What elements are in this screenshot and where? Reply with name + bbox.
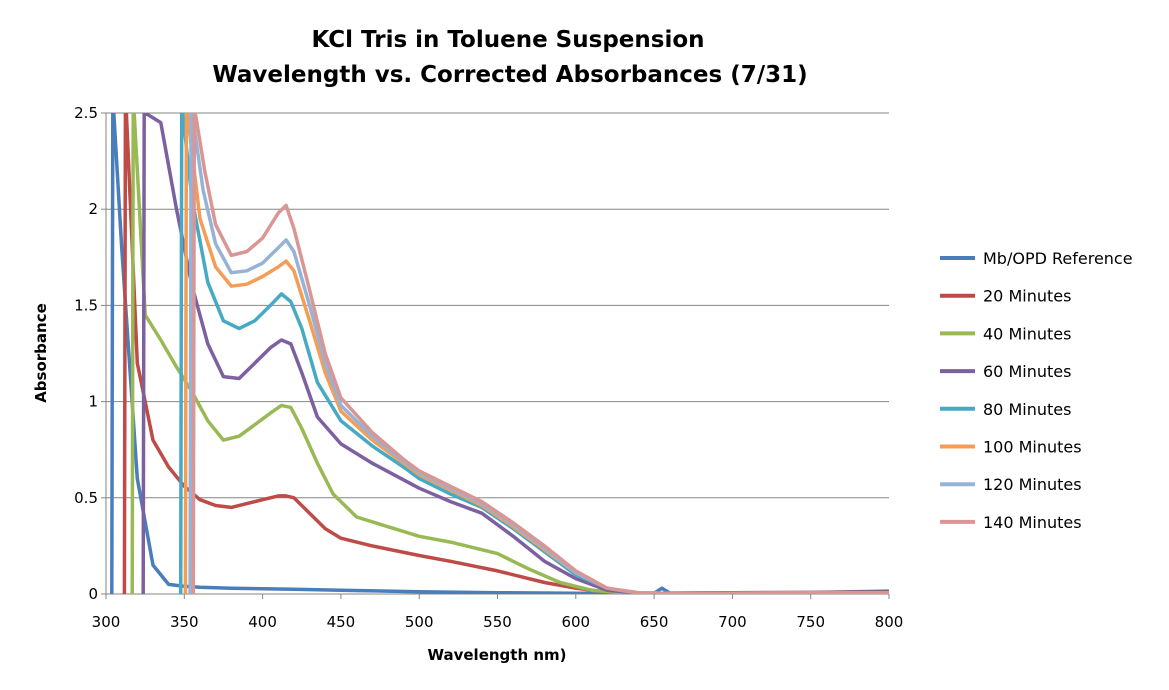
legend-label: 80 Minutes — [983, 400, 1071, 419]
y-tick-label: 1.5 — [74, 296, 98, 314]
x-axis-title: Wavelength nm) — [427, 646, 566, 664]
legend-label: 140 Minutes — [983, 513, 1082, 532]
legend-label: 20 Minutes — [983, 287, 1071, 306]
chart-title: KCl Tris in Toluene Suspension Wavelengt… — [212, 27, 807, 88]
series-line-140-minutes — [191, 113, 889, 594]
x-tick-label: 800 — [875, 613, 904, 631]
y-tick-label: 2 — [88, 200, 98, 218]
legend-item: 80 Minutes — [940, 400, 1071, 419]
legend-item: 120 Minutes — [940, 475, 1082, 494]
legend-item: 20 Minutes — [940, 287, 1071, 306]
series-line-40-minutes — [130, 113, 889, 594]
legend-label: 40 Minutes — [983, 324, 1071, 343]
x-tick-label: 750 — [796, 613, 825, 631]
x-tick-label: 400 — [248, 613, 277, 631]
legend-item: Mb/OPD Reference — [940, 249, 1133, 268]
legend-item: 140 Minutes — [940, 513, 1082, 532]
tick-labels: 0 0.5 1 1.5 2 2.5 300 350 400 450 500 550 600 650 700 7… — [74, 104, 903, 631]
y-tick-label: 2.5 — [74, 104, 98, 122]
series-line-80-minutes — [178, 113, 889, 594]
y-tick-label: 0.5 — [74, 489, 98, 507]
legend-label: 100 Minutes — [983, 438, 1082, 457]
legend-label: 60 Minutes — [983, 362, 1071, 381]
x-tick-label: 450 — [327, 613, 356, 631]
gridlines — [106, 112, 889, 499]
legend-label: Mb/OPD Reference — [983, 249, 1133, 268]
x-tick-label: 550 — [483, 613, 512, 631]
axes — [101, 112, 890, 599]
legend-item: 40 Minutes — [940, 324, 1071, 343]
series-line-100-minutes — [183, 113, 889, 594]
y-tick-label: 0 — [88, 585, 98, 603]
legend-item: 100 Minutes — [940, 438, 1082, 457]
legend-item: 60 Minutes — [940, 362, 1071, 381]
y-tick-label: 1 — [88, 393, 98, 411]
x-tick-label: 700 — [718, 613, 747, 631]
x-tick-label: 350 — [170, 613, 199, 631]
series-line-mb-opd-reference — [110, 113, 889, 594]
legend-label: 120 Minutes — [983, 475, 1082, 494]
x-tick-label: 650 — [640, 613, 669, 631]
x-tick-label: 300 — [92, 613, 121, 631]
y-axis-title: Absorbance — [32, 303, 50, 403]
x-tick-label: 600 — [561, 613, 590, 631]
x-tick-label: 500 — [405, 613, 434, 631]
chart-title-line-1: KCl Tris in Toluene Suspension — [312, 27, 705, 53]
chart-title-line-2: Wavelength vs. Corrected Absorbances (7/… — [212, 62, 807, 88]
legend: Mb/OPD Reference 20 Minutes 40 Minutes 60 M… — [940, 249, 1133, 532]
plot-area — [110, 113, 889, 594]
series-line-60-minutes — [141, 113, 889, 594]
